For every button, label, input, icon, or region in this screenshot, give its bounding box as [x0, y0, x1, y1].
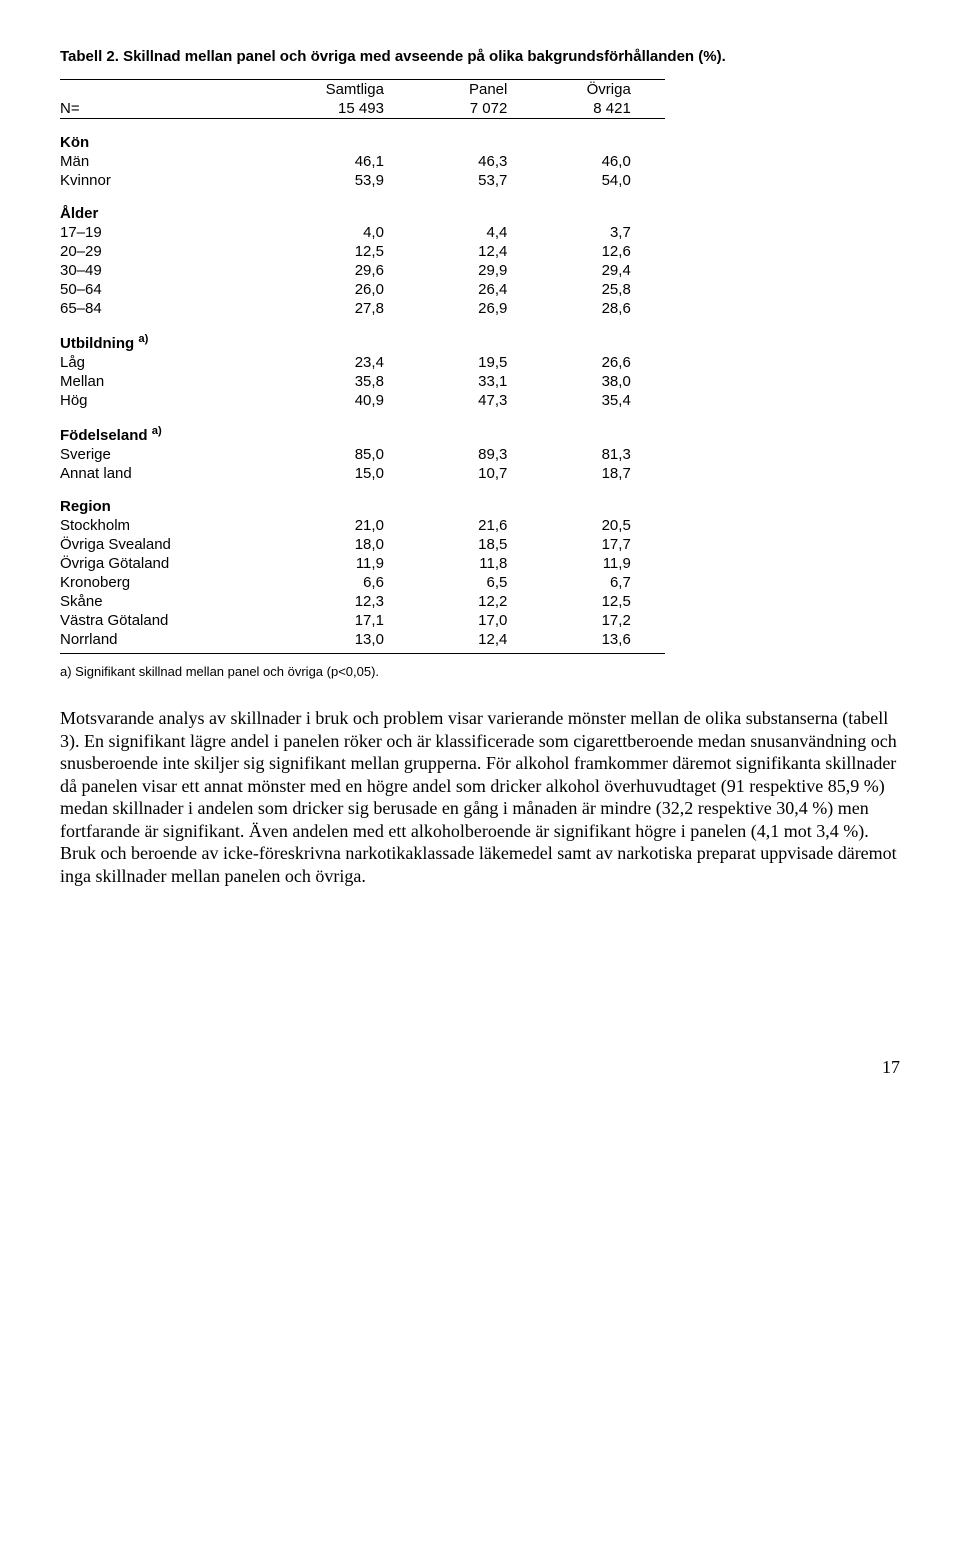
section-heading: Utbildning a): [60, 332, 295, 353]
row-val: 3,7: [541, 223, 664, 242]
row-val: 26,4: [418, 280, 541, 299]
row-label: Övriga Svealand: [60, 535, 295, 554]
row-val: 25,8: [541, 280, 664, 299]
row-val: 4,0: [295, 223, 418, 242]
n-samtliga: 15 493: [295, 99, 418, 119]
row-val: 12,5: [295, 242, 418, 261]
row-val: 12,4: [418, 630, 541, 649]
col-header-samtliga: Samtliga: [295, 80, 418, 100]
section-heading: Kön: [60, 133, 295, 152]
row-val: 20,5: [541, 516, 664, 535]
row-val: 53,7: [418, 171, 541, 190]
row-val: 12,4: [418, 242, 541, 261]
row-val: 35,4: [541, 391, 664, 410]
data-table: Samtliga Panel Övriga N= 15 493 7 072 8 …: [60, 79, 665, 654]
row-val: 33,1: [418, 372, 541, 391]
row-val: 19,5: [418, 353, 541, 372]
row-val: 21,0: [295, 516, 418, 535]
row-val: 18,7: [541, 464, 664, 483]
row-val: 46,3: [418, 152, 541, 171]
row-val: 54,0: [541, 171, 664, 190]
row-val: 21,6: [418, 516, 541, 535]
row-val: 89,3: [418, 445, 541, 464]
row-val: 46,1: [295, 152, 418, 171]
row-val: 12,3: [295, 592, 418, 611]
row-label: 30–49: [60, 261, 295, 280]
row-val: 28,6: [541, 299, 664, 318]
row-val: 47,3: [418, 391, 541, 410]
row-val: 29,9: [418, 261, 541, 280]
body-paragraph: Motsvarande analys av skillnader i bruk …: [60, 707, 900, 887]
row-val: 27,8: [295, 299, 418, 318]
row-val: 85,0: [295, 445, 418, 464]
col-header-ovriga: Övriga: [541, 80, 664, 100]
row-val: 29,4: [541, 261, 664, 280]
row-label: Mellan: [60, 372, 295, 391]
row-val: 18,5: [418, 535, 541, 554]
row-val: 6,7: [541, 573, 664, 592]
row-val: 11,9: [541, 554, 664, 573]
row-val: 6,6: [295, 573, 418, 592]
row-label: Övriga Götaland: [60, 554, 295, 573]
row-label: Norrland: [60, 630, 295, 649]
row-label: Annat land: [60, 464, 295, 483]
row-label: Låg: [60, 353, 295, 372]
row-val: 13,6: [541, 630, 664, 649]
table-title: Tabell 2. Skillnad mellan panel och övri…: [60, 48, 900, 65]
row-val: 12,2: [418, 592, 541, 611]
row-val: 12,5: [541, 592, 664, 611]
section-heading: Födelseland a): [60, 424, 295, 445]
row-val: 35,8: [295, 372, 418, 391]
row-val: 17,0: [418, 611, 541, 630]
row-val: 53,9: [295, 171, 418, 190]
row-label: Stockholm: [60, 516, 295, 535]
row-val: 40,9: [295, 391, 418, 410]
row-label: 50–64: [60, 280, 295, 299]
row-val: 29,6: [295, 261, 418, 280]
section-heading: Ålder: [60, 204, 295, 223]
row-val: 11,8: [418, 554, 541, 573]
row-val: 6,5: [418, 573, 541, 592]
row-val: 10,7: [418, 464, 541, 483]
row-val: 13,0: [295, 630, 418, 649]
row-val: 23,4: [295, 353, 418, 372]
row-label: Kvinnor: [60, 171, 295, 190]
row-val: 12,6: [541, 242, 664, 261]
section-heading: Region: [60, 497, 295, 516]
row-label: 65–84: [60, 299, 295, 318]
row-val: 46,0: [541, 152, 664, 171]
row-val: 17,7: [541, 535, 664, 554]
row-label: Män: [60, 152, 295, 171]
n-panel: 7 072: [418, 99, 541, 119]
page-number: 17: [60, 1057, 900, 1078]
row-val: 26,6: [541, 353, 664, 372]
row-val: 15,0: [295, 464, 418, 483]
row-val: 81,3: [541, 445, 664, 464]
row-val: 26,0: [295, 280, 418, 299]
row-val: 17,2: [541, 611, 664, 630]
row-label: Sverige: [60, 445, 295, 464]
row-label: Västra Götaland: [60, 611, 295, 630]
row-val: 4,4: [418, 223, 541, 242]
row-val: 38,0: [541, 372, 664, 391]
row-val: 11,9: [295, 554, 418, 573]
col-header-panel: Panel: [418, 80, 541, 100]
row-val: 17,1: [295, 611, 418, 630]
n-ovriga: 8 421: [541, 99, 664, 119]
row-label: 17–19: [60, 223, 295, 242]
row-val: 26,9: [418, 299, 541, 318]
table-footnote: a) Signifikant skillnad mellan panel och…: [60, 664, 900, 679]
n-label: N=: [60, 99, 295, 119]
row-label: 20–29: [60, 242, 295, 261]
row-label: Kronoberg: [60, 573, 295, 592]
row-label: Skåne: [60, 592, 295, 611]
row-val: 18,0: [295, 535, 418, 554]
row-label: Hög: [60, 391, 295, 410]
